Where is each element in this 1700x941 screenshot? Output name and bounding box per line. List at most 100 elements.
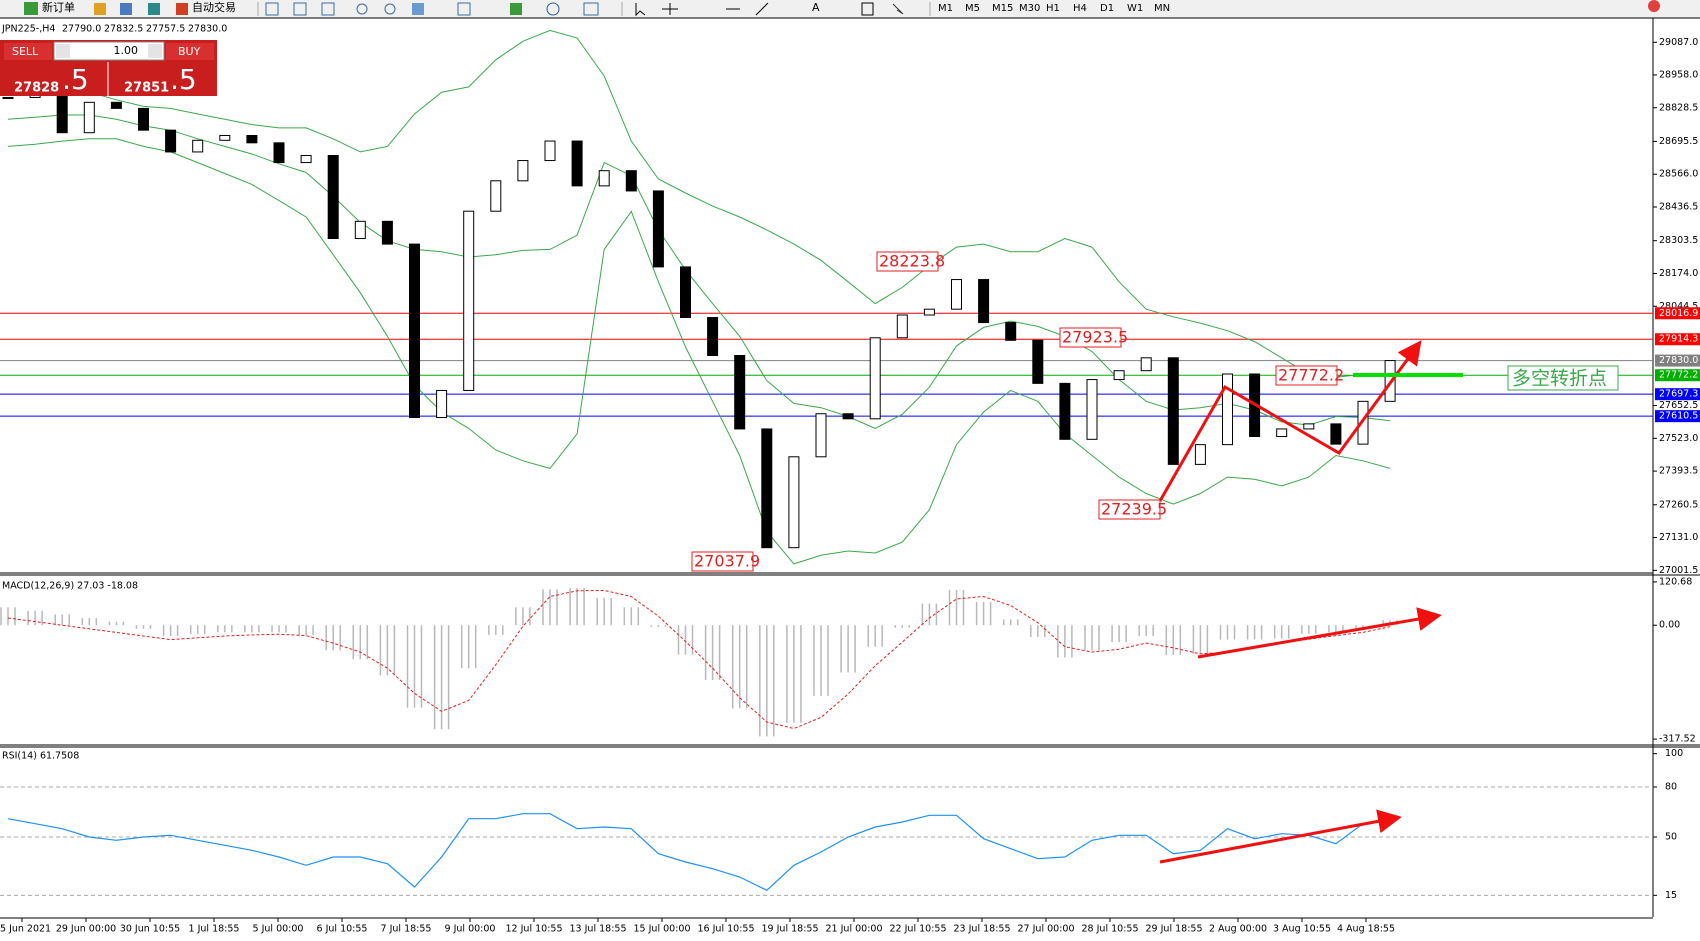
candle: [896, 314, 908, 339]
high-label: 28223.8: [879, 252, 945, 271]
y-tick-label: -317.52: [1659, 734, 1696, 745]
templates[interactable]: [583, 2, 599, 16]
candle: [1194, 444, 1206, 465]
zoom-in[interactable]: [356, 3, 368, 15]
candle: [354, 220, 366, 240]
tool-icon[interactable]: [148, 3, 160, 15]
y-tick-label: 27652.5: [1659, 400, 1698, 411]
tool-icon[interactable]: [94, 3, 106, 15]
candle: [1222, 373, 1233, 446]
alert-icon[interactable]: [1648, 0, 1660, 12]
tool-icon[interactable]: [412, 3, 424, 15]
candle: [1005, 322, 1017, 341]
candle: [1113, 370, 1125, 381]
rsi-divergence-arrow: [1159, 809, 1402, 864]
x-tick-label: 13 Jul 18:55: [570, 924, 627, 935]
timeframe[interactable]: M5: [965, 3, 980, 14]
level-label-bg: [1655, 388, 1700, 401]
candle: [1140, 357, 1152, 372]
annotation-box: [1275, 365, 1338, 386]
ask-price[interactable]: 27851: [124, 81, 169, 96]
level-label-bg: [1655, 354, 1700, 367]
candle: [300, 154, 312, 164]
candle: [1276, 428, 1288, 438]
timeframe[interactable]: H4: [1073, 3, 1087, 14]
timeframe[interactable]: W1: [1127, 3, 1143, 14]
tool-icon[interactable]: [457, 2, 471, 16]
candle: [842, 413, 854, 420]
level-label-bg: [1655, 369, 1700, 382]
lot-down[interactable]: [56, 44, 70, 58]
bid-pips[interactable]: .5: [62, 63, 89, 96]
timeframe[interactable]: H1: [1046, 3, 1060, 14]
candle: [83, 101, 95, 134]
arrow-tool[interactable]: [892, 3, 904, 15]
level-label: 27610.5: [1659, 411, 1698, 422]
sell[interactable]: SELL: [12, 45, 39, 58]
candle: [219, 134, 231, 141]
candle: [381, 220, 393, 245]
new-order[interactable]: 新订单: [42, 0, 75, 14]
timeframe[interactable]: D1: [1100, 3, 1114, 14]
macd-signal: [7, 589, 1391, 730]
tool-icon[interactable]: [293, 2, 307, 16]
crosshair-tool[interactable]: [662, 3, 678, 15]
cursor-tool[interactable]: [635, 3, 646, 17]
level-label-bg: [1655, 307, 1700, 320]
candle: [165, 129, 177, 153]
y-tick-label: 28828.5: [1659, 102, 1698, 113]
trendline-tool[interactable]: [755, 2, 769, 16]
sell-button[interactable]: [4, 43, 52, 60]
candle: [652, 190, 664, 268]
macd-panel: MACD(12,26,9) 27.03 -18.08: [0, 581, 1398, 737]
text-tool[interactable]: A: [812, 1, 820, 14]
rsi-label: RSI(14) 61.7508: [2, 751, 79, 762]
label-tool[interactable]: [861, 2, 874, 16]
x-tick-label: 21 Jul 00:00: [826, 924, 883, 935]
indicators[interactable]: [510, 3, 522, 15]
annotations: JPN225-,H4 27790.0 27832.5 27757.5 27830…: [1, 24, 1619, 864]
candle: [571, 140, 583, 187]
candle: [598, 170, 610, 187]
new-order-icon[interactable]: [24, 2, 38, 15]
y-tick-label: 27523.0: [1659, 433, 1698, 444]
x-tick-label: 29 Jun 00:00: [56, 924, 116, 935]
bollinger-lower: [7, 138, 1391, 565]
candle: [138, 107, 149, 131]
low-label: 27037.9: [694, 552, 760, 571]
buy[interactable]: BUY: [178, 45, 201, 58]
y-tick-label: 28436.5: [1659, 202, 1698, 213]
buy-button[interactable]: [166, 43, 214, 60]
candle: [56, 89, 68, 134]
lot-up[interactable]: [148, 44, 162, 58]
y-tick-label: 28695.5: [1659, 136, 1698, 147]
ohlc: 27790.0: [62, 24, 101, 35]
ask-pips[interactable]: .5: [170, 63, 197, 96]
auto-trading[interactable]: 自动交易: [192, 0, 236, 14]
tool-icon[interactable]: [120, 3, 132, 15]
lot-input[interactable]: [53, 41, 165, 61]
x-tick-label: 29 Jul 18:55: [1146, 924, 1203, 935]
x-tick-label: 5 Jun 2021: [0, 924, 51, 935]
toolbar: 新订单 自动交易 A M1 M5 M15 M30 H1 H4 D1 W1 MN: [0, 0, 1700, 18]
x-tick-label: 5 Jul 00:00: [253, 924, 304, 935]
candle: [517, 160, 529, 182]
bid-price[interactable]: 27828: [14, 81, 59, 96]
trade-panel: SELL 1.00 BUY 27828 .5 27851 .5: [0, 40, 217, 96]
tool-icon[interactable]: [321, 2, 335, 16]
timeframe[interactable]: M15: [992, 3, 1013, 14]
timeframe[interactable]: MN: [1154, 3, 1170, 14]
tool-icon[interactable]: [265, 2, 279, 16]
y-tick-label: 27131.0: [1659, 532, 1698, 543]
timeframe[interactable]: M30: [1019, 3, 1040, 14]
periods[interactable]: [546, 2, 560, 16]
ohlc: 27757.5: [146, 24, 185, 35]
zoom-out[interactable]: [384, 3, 396, 15]
auto-trading-icon[interactable]: [176, 3, 188, 15]
y-tick-label: 80: [1665, 782, 1677, 793]
candle: [734, 355, 746, 430]
timeframe[interactable]: M1: [938, 3, 953, 14]
lot[interactable]: 1.00: [114, 44, 139, 57]
candle: [788, 456, 800, 549]
